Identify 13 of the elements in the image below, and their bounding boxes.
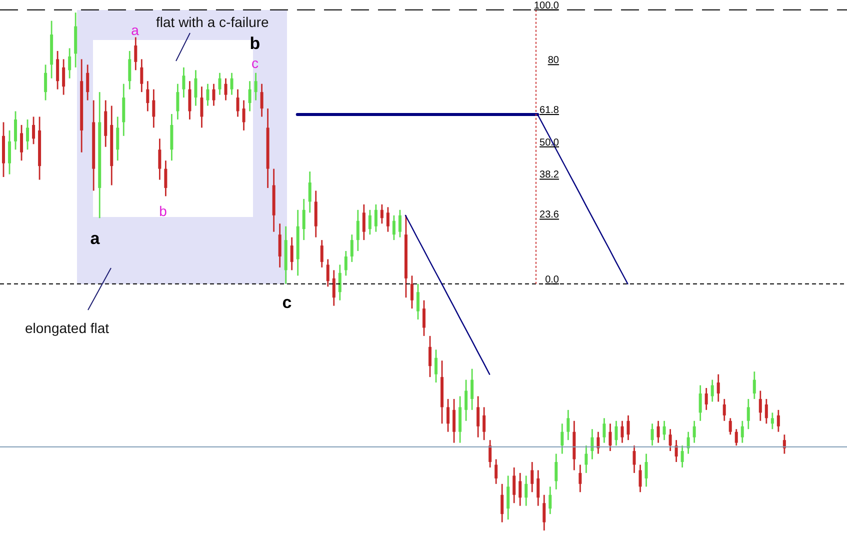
- y-tick-label: 38.2: [540, 170, 560, 181]
- y-tick-label: 80: [548, 55, 560, 66]
- y-tick-label: 61.8: [540, 105, 560, 116]
- annotation: a: [90, 229, 100, 248]
- annotation: a: [131, 22, 140, 38]
- y-tick-label: 23.6: [540, 210, 560, 221]
- y-tick-label: 100.0: [534, 0, 560, 12]
- annotation: flat with a c-failure: [156, 14, 270, 30]
- annotation: c: [252, 55, 258, 71]
- annotation: c: [282, 293, 292, 312]
- annotation: b: [159, 203, 168, 219]
- annotation: elongated flat: [25, 320, 110, 336]
- annotation: b: [250, 34, 260, 53]
